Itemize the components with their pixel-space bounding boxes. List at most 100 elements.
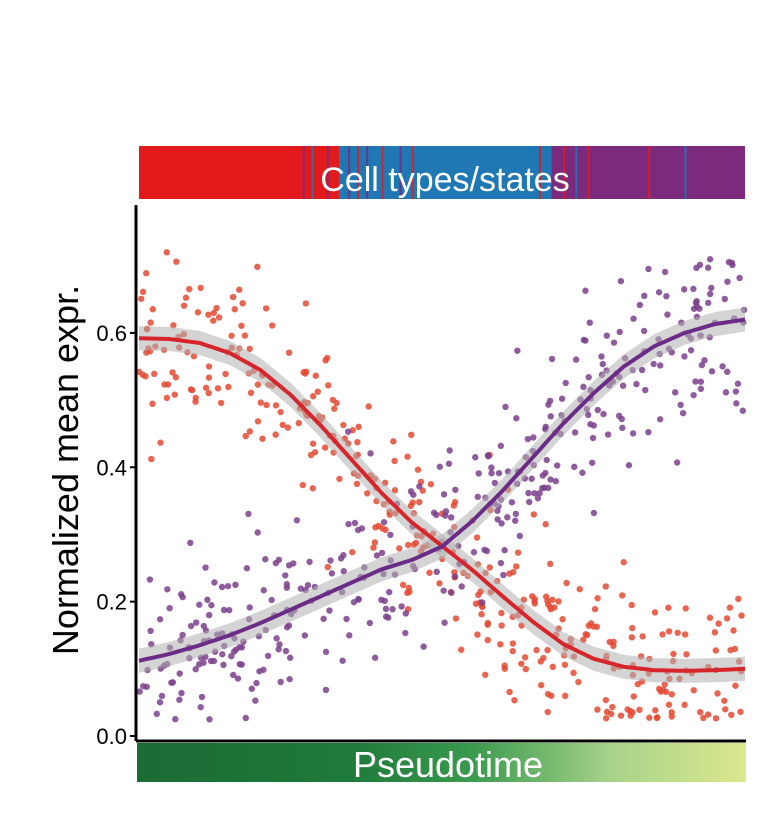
data-point: [452, 615, 460, 622]
data-point: [282, 572, 289, 579]
data-point: [518, 660, 525, 667]
data-point: [598, 353, 605, 360]
data-point: [326, 607, 333, 614]
data-point: [655, 289, 663, 296]
data-point: [355, 595, 362, 603]
data-point: [254, 263, 261, 271]
data-point: [228, 652, 235, 660]
data-point: [583, 631, 591, 639]
data-point: [192, 619, 200, 626]
data-point: [650, 360, 657, 368]
data-point: [640, 327, 648, 335]
data-point: [665, 701, 673, 708]
data-point: [345, 520, 352, 528]
data-point: [355, 423, 362, 431]
data-point: [712, 647, 720, 654]
data-point: [197, 703, 204, 711]
data-point: [277, 678, 284, 686]
data-point: [228, 332, 235, 339]
data-point: [210, 309, 218, 317]
data-point: [238, 661, 245, 668]
data-point: [599, 360, 606, 368]
top-bar-stripe: [302, 146, 305, 199]
data-point: [458, 646, 465, 653]
data-point: [719, 363, 726, 370]
data-point: [728, 259, 736, 267]
confidence-band: [139, 307, 745, 673]
data-point: [229, 293, 237, 301]
data-point: [615, 412, 623, 420]
data-point: [508, 499, 516, 506]
data-point: [353, 480, 361, 488]
data-point: [697, 708, 704, 716]
data-point: [628, 624, 636, 632]
data-point: [681, 631, 689, 638]
data-point: [301, 632, 309, 639]
data-point: [420, 643, 427, 650]
data-point: [272, 431, 279, 438]
data-point: [543, 456, 550, 464]
data-point: [645, 428, 652, 436]
data-point: [390, 438, 397, 445]
data-point: [715, 620, 722, 627]
data-point: [339, 657, 346, 664]
top-bar-stripe: [587, 146, 590, 199]
data-point: [269, 322, 276, 329]
data-point: [404, 453, 411, 460]
data-point: [136, 688, 143, 695]
data-point: [548, 692, 555, 700]
data-point: [246, 345, 253, 353]
data-point: [247, 389, 255, 397]
pseudotime-gradient-bar: [137, 743, 746, 782]
data-point: [399, 581, 407, 589]
data-point: [473, 534, 481, 541]
data-point: [554, 462, 561, 469]
data-point: [547, 413, 554, 420]
data-point: [176, 696, 183, 703]
top-bar-stripe: [381, 146, 384, 199]
data-point: [344, 428, 352, 435]
data-point: [687, 347, 695, 354]
data-point: [186, 285, 193, 293]
data-point: [225, 383, 232, 391]
data-point: [311, 449, 319, 456]
data-point: [606, 638, 613, 646]
data-point: [693, 303, 701, 310]
data-point: [504, 514, 511, 521]
data-point: [179, 631, 186, 639]
data-point: [706, 256, 714, 263]
data-point: [225, 606, 233, 614]
data-point: [331, 405, 338, 412]
data-point: [285, 349, 293, 356]
data-point: [450, 502, 458, 509]
data-point: [472, 600, 480, 607]
y-axis: 0.0 0.2 0.4 0.6 Normalized mean expr.: [45, 205, 138, 749]
data-point: [458, 583, 465, 590]
data-point: [192, 394, 199, 402]
data-point: [582, 337, 589, 344]
data-point: [242, 714, 249, 722]
data-point: [218, 583, 226, 591]
data-point: [488, 469, 495, 477]
data-point: [693, 297, 700, 305]
data-point: [544, 708, 551, 716]
data-point: [138, 295, 145, 302]
data-point: [690, 285, 697, 293]
data-point: [542, 521, 549, 528]
data-point: [580, 383, 587, 391]
data-point: [147, 319, 154, 326]
data-point: [441, 619, 448, 626]
y-tick-label: 0.6: [96, 321, 127, 346]
data-point: [262, 305, 270, 312]
data-point: [272, 402, 280, 409]
data-point: [628, 601, 635, 609]
data-point: [636, 301, 644, 309]
data-point: [324, 563, 332, 571]
data-point: [701, 357, 708, 364]
data-point: [617, 712, 625, 719]
data-point: [260, 666, 267, 673]
top-bar-stripe: [411, 146, 414, 199]
data-point: [502, 403, 509, 411]
top-bar-segment-blue: [338, 146, 552, 199]
data-point: [609, 703, 616, 711]
